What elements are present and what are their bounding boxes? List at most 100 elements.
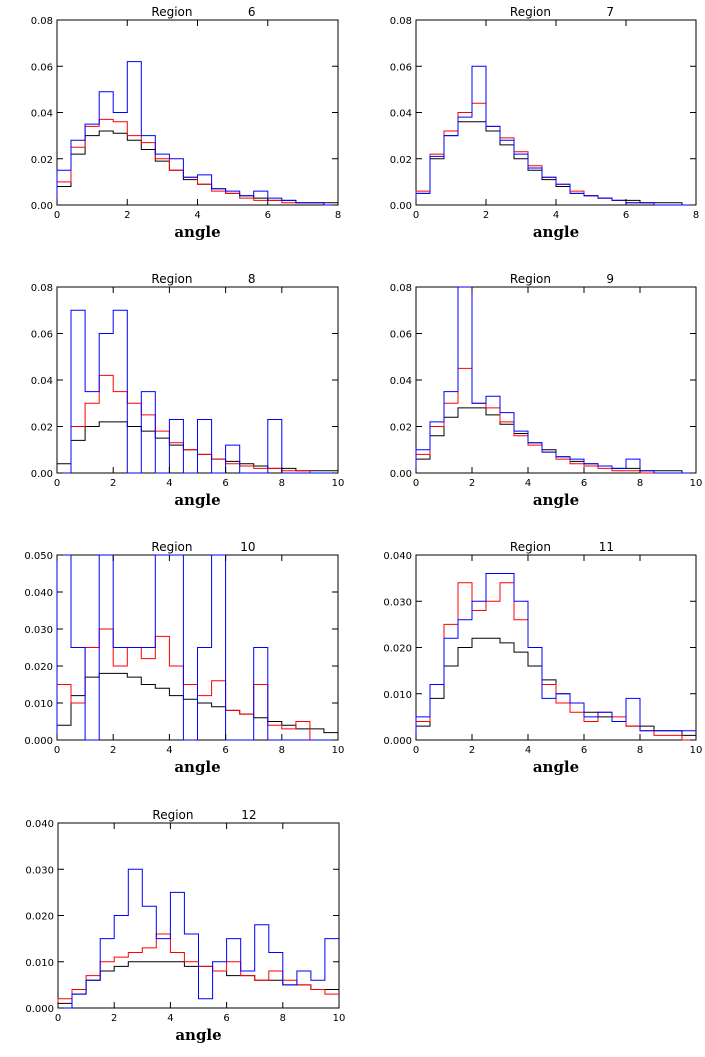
- y-tick-label: 0.000: [25, 1004, 54, 1015]
- y-tick-label: 0.08: [31, 283, 53, 294]
- y-tick-label: 0.020: [383, 644, 412, 655]
- y-tick-label: 0.02: [390, 155, 412, 166]
- histogram-series-3: [56, 554, 338, 741]
- x-tick-label: 2: [111, 1013, 117, 1024]
- chart-title-prefix: Region: [151, 272, 192, 286]
- x-tick-label: 8: [693, 210, 699, 221]
- x-tick-label: 8: [279, 745, 285, 756]
- chart-panel-1: 0 2 4 6 8 0.00 0.02 0.04 0.06 0.08 Region 6 angle: [31, 5, 341, 241]
- chart-title-number: 12: [241, 808, 256, 822]
- x-tick-label: 8: [279, 478, 285, 489]
- y-tick-label: 0.030: [25, 865, 54, 876]
- x-tick-label: 8: [637, 478, 643, 489]
- x-tick-label: 0: [413, 478, 419, 489]
- chart-title-prefix: Region: [510, 5, 551, 19]
- chart-panel-3: 0 2 4 6 8 10 0.00 0.02 0.04 0.06 0.08 Region 8 angle: [31, 272, 345, 509]
- y-tick-label: 0.04: [390, 376, 412, 387]
- y-tick-label: 0.00: [31, 201, 53, 212]
- chart-title-prefix: Region: [510, 540, 551, 554]
- x-axis-label: angle: [533, 491, 579, 509]
- y-tick-label: 0.00: [390, 201, 412, 212]
- x-tick-label: 4: [167, 1013, 173, 1024]
- chart-title-prefix: Region: [151, 5, 192, 19]
- x-tick-label: 8: [280, 1013, 286, 1024]
- y-tick-label: 0.010: [24, 699, 53, 710]
- y-tick-label: 0.040: [25, 819, 54, 830]
- x-tick-label: 4: [525, 745, 531, 756]
- y-tick-label: 0.08: [31, 16, 53, 27]
- x-tick-label: 6: [623, 210, 629, 221]
- y-tick-label: 0.020: [24, 662, 53, 673]
- chart-title-number: 11: [599, 540, 614, 554]
- y-tick-label: 0.040: [24, 588, 53, 599]
- x-tick-label: 2: [469, 478, 475, 489]
- x-axis-label: angle: [174, 491, 220, 509]
- x-tick-label: 10: [690, 745, 703, 756]
- x-tick-label: 10: [333, 1013, 346, 1024]
- x-tick-label: 6: [222, 478, 228, 489]
- histogram-series-3: [415, 65, 696, 206]
- x-tick-label: 0: [54, 210, 60, 221]
- x-axis-label: angle: [174, 758, 220, 776]
- x-tick-label: 4: [194, 210, 200, 221]
- y-tick-label: 0.010: [25, 958, 54, 969]
- y-tick-label: 0.000: [24, 736, 53, 747]
- chart-title-number: 9: [606, 272, 614, 286]
- y-tick-label: 0.06: [390, 62, 412, 73]
- chart-panel-7: 0 2 4 6 8 10 0.000 0.010 0.020 0.030 0.040 Region 12…: [25, 808, 345, 1044]
- x-tick-label: 2: [124, 210, 130, 221]
- x-axis-label: angle: [533, 223, 579, 241]
- x-tick-label: 8: [335, 210, 341, 221]
- histogram-series-3: [415, 573, 696, 740]
- chart-title-prefix: Region: [151, 540, 192, 554]
- y-tick-label: 0.04: [31, 376, 53, 387]
- x-tick-label: 4: [553, 210, 559, 221]
- x-tick-label: 6: [222, 745, 228, 756]
- x-tick-label: 4: [166, 478, 172, 489]
- y-tick-label: 0.06: [390, 330, 412, 341]
- y-tick-label: 0.08: [390, 283, 412, 294]
- histogram-series-1: [56, 130, 338, 205]
- y-tick-label: 0.040: [383, 551, 412, 562]
- x-tick-label: 8: [637, 745, 643, 756]
- x-tick-label: 2: [110, 745, 116, 756]
- x-tick-label: 2: [110, 478, 116, 489]
- histogram-series-1: [415, 407, 696, 474]
- x-tick-label: 0: [54, 745, 60, 756]
- x-axis-label: angle: [174, 223, 220, 241]
- y-tick-label: 0.00: [390, 469, 412, 480]
- x-tick-label: 0: [54, 478, 60, 489]
- chart-panel-2: 0 2 4 6 8 0.00 0.02 0.04 0.06 0.08 Region 7 angle: [390, 5, 699, 241]
- y-tick-label: 0.000: [383, 736, 412, 747]
- y-tick-label: 0.02: [31, 155, 53, 166]
- chart-panel-6: 0 2 4 6 8 10 0.000 0.010 0.020 0.030 0.040 Region 11…: [383, 540, 702, 776]
- histogram-series-3: [415, 286, 696, 474]
- chart-title-number: 6: [248, 5, 256, 19]
- chart-panel-4: 0 2 4 6 8 10 0.00 0.02 0.04 0.06 0.08 Region 9 angle: [390, 272, 703, 509]
- y-tick-label: 0.020: [25, 912, 54, 923]
- y-tick-label: 0.050: [24, 551, 53, 562]
- x-tick-label: 6: [581, 478, 587, 489]
- x-tick-label: 6: [223, 1013, 229, 1024]
- chart-title-number: 8: [248, 272, 256, 286]
- x-tick-label: 0: [55, 1013, 61, 1024]
- y-tick-label: 0.010: [383, 690, 412, 701]
- y-tick-label: 0.02: [390, 423, 412, 434]
- x-tick-label: 4: [166, 745, 172, 756]
- y-tick-label: 0.00: [31, 469, 53, 480]
- chart-panel-5: 0 2 4 6 8 10 0.000 0.010 0.020 0.030 0.040 0.050 Reg…: [24, 540, 344, 776]
- y-tick-label: 0.030: [24, 625, 53, 636]
- x-tick-label: 4: [525, 478, 531, 489]
- x-tick-label: 6: [265, 210, 271, 221]
- x-tick-label: 0: [413, 210, 419, 221]
- chart-title-prefix: Region: [510, 272, 551, 286]
- x-axis-label: angle: [533, 758, 579, 776]
- y-tick-label: 0.06: [31, 330, 53, 341]
- chart-title-prefix: Region: [152, 808, 193, 822]
- x-tick-label: 10: [690, 478, 703, 489]
- x-tick-label: 2: [483, 210, 489, 221]
- x-tick-label: 6: [581, 745, 587, 756]
- y-tick-label: 0.02: [31, 423, 53, 434]
